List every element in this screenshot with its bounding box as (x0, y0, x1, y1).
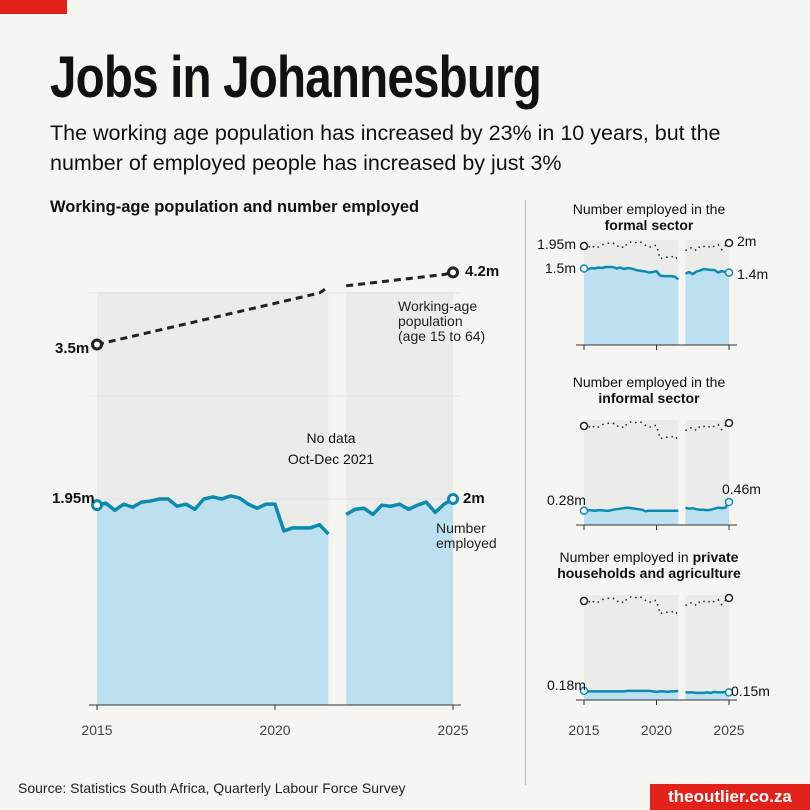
employed-end-label: 2m (463, 490, 485, 507)
informal-end-label: 0.46m (722, 481, 761, 497)
page-subtitle: The working age population has increased… (50, 121, 721, 175)
main-employed-area (346, 499, 453, 705)
private-x-tick-label: 2025 (713, 722, 744, 738)
private-reference-end-marker (724, 593, 734, 603)
formal-total-start-label: 1.95m (537, 236, 576, 252)
main-employed-end-marker (447, 493, 459, 505)
private-background-band (584, 595, 679, 700)
informal-employed-line (583, 506, 679, 513)
source-note: Source: Statistics South Africa, Quarter… (18, 780, 406, 796)
private-x-tick-label: 2015 (568, 722, 599, 738)
informal-reference-line (583, 420, 679, 441)
formal-end-label: 1.4m (737, 266, 768, 282)
private-x-tick-label: 2020 (641, 722, 672, 738)
formal-panel-title: Number employed in the formal sector (524, 201, 774, 233)
employed-start-label: 1.95m (52, 490, 95, 507)
employed-series-label: employed (436, 535, 497, 551)
main-x-tick-label: 2025 (437, 722, 468, 738)
formal-title-bold: formal sector (604, 217, 694, 233)
informal-panel-title: Number employed in the informal sector (524, 374, 774, 406)
main-reference-line (346, 270, 454, 288)
formal-employed-line (685, 267, 730, 276)
formal-start-label: 1.5m (545, 260, 576, 276)
population-start-label: 3.5m (55, 340, 89, 357)
informal-employed-start-marker (579, 506, 589, 515)
private-employed-area (584, 690, 679, 700)
private-title-bold1: private (692, 549, 739, 565)
brand-bar (0, 0, 67, 14)
formal-employed-line (583, 265, 679, 281)
private-title-plain: Number employed in (559, 549, 689, 565)
informal-employed-line (685, 501, 731, 512)
population-series-label: (age 15 to 64) (398, 328, 485, 344)
private-background-band (685, 595, 729, 700)
private-title-bold2: households and agriculture (557, 565, 741, 581)
population-series-label: population (398, 313, 463, 329)
informal-reference-end-marker (724, 418, 734, 428)
main-employed-line (345, 497, 454, 517)
main-x-tick-label: 2015 (81, 722, 112, 738)
population-end-label: 4.2m (465, 263, 499, 280)
informal-start-label: 0.28m (547, 492, 586, 508)
formal-employed-area (685, 269, 729, 345)
page-title: Jobs in Johannesburg (50, 45, 542, 110)
formal-total-end-label: 2m (737, 233, 756, 249)
private-employed-end-marker (724, 688, 734, 697)
private-start-label: 0.18m (547, 677, 586, 693)
main-reference-start-marker (91, 338, 103, 351)
informal-employed-area (584, 507, 679, 525)
employed-series-label: Number (436, 520, 486, 536)
logo: theoutlier.co.za (650, 784, 810, 810)
private-employed-start-marker (579, 686, 589, 696)
main-employed-line (96, 494, 330, 536)
formal-title-plain: Number employed in the (572, 201, 726, 217)
main-employed-area (97, 495, 329, 705)
private-reference-line (583, 595, 679, 616)
private-employed-line (685, 690, 730, 695)
private-reference-line (685, 597, 730, 607)
informal-title-bold: informal sector (598, 390, 700, 406)
informal-reference-line (685, 422, 730, 432)
formal-reference-end-marker (724, 238, 734, 248)
divider (525, 200, 526, 785)
formal-reference-start-marker (579, 241, 589, 251)
formal-reference-line (583, 240, 679, 261)
informal-employed-end-marker (724, 497, 734, 507)
main-chart-title: Working-age population and number employ… (50, 198, 420, 216)
population-series-label: Working-age (398, 298, 477, 314)
main-reference-line (96, 285, 330, 346)
private-end-label: 0.15m (731, 683, 770, 699)
main-employed-start-marker (91, 499, 103, 512)
main-reference-end-marker (447, 266, 459, 279)
no-data-annotation: No data (306, 430, 355, 446)
formal-reference-line (685, 242, 730, 252)
formal-employed-end-marker (724, 268, 734, 277)
private-panel-title: Number employed in private households an… (524, 549, 774, 581)
no-data-annotation: Oct-Dec 2021 (288, 451, 375, 467)
private-employed-line (583, 689, 679, 694)
informal-title-plain: Number employed in the (572, 374, 726, 390)
formal-employed-area (584, 266, 679, 345)
main-x-tick-label: 2020 (259, 722, 290, 738)
informal-reference-start-marker (579, 421, 589, 431)
private-reference-start-marker (579, 596, 589, 606)
formal-employed-start-marker (579, 264, 589, 273)
